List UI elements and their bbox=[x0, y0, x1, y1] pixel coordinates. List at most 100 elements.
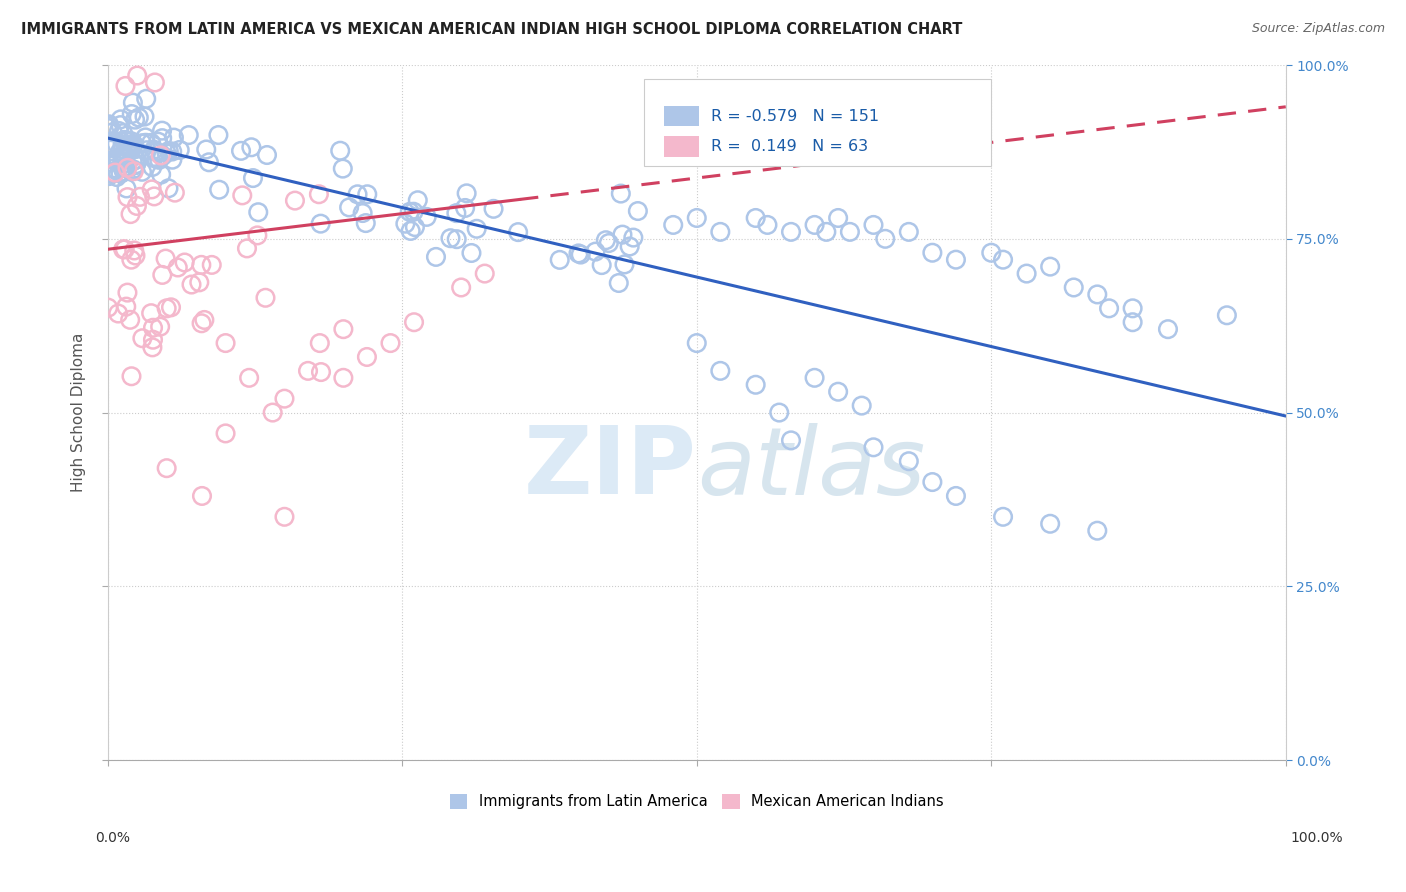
Point bbox=[100, 166, 122, 180]
Point bbox=[425, 250, 447, 264]
Text: R = -0.579   N = 151: R = -0.579 N = 151 bbox=[711, 109, 879, 123]
Point bbox=[1039, 516, 1062, 531]
Point bbox=[150, 268, 173, 282]
Point bbox=[195, 143, 218, 157]
Point bbox=[134, 110, 156, 124]
Point bbox=[875, 232, 897, 246]
Point bbox=[125, 153, 148, 167]
Point bbox=[450, 280, 472, 294]
Point bbox=[156, 301, 179, 316]
Point bbox=[254, 291, 277, 305]
Point bbox=[110, 118, 132, 132]
Point bbox=[439, 231, 461, 245]
Point bbox=[838, 225, 860, 239]
Point bbox=[112, 165, 135, 179]
Point bbox=[198, 155, 221, 169]
Point bbox=[98, 120, 121, 134]
Point bbox=[104, 165, 127, 179]
Point bbox=[190, 316, 212, 330]
Point bbox=[135, 136, 157, 150]
Point bbox=[744, 377, 766, 392]
Point bbox=[827, 211, 849, 225]
Point bbox=[627, 204, 650, 219]
Point bbox=[567, 246, 589, 260]
Point bbox=[120, 207, 142, 221]
Point bbox=[621, 230, 644, 244]
Point bbox=[107, 306, 129, 320]
Point bbox=[744, 211, 766, 225]
Point bbox=[117, 137, 139, 152]
Point bbox=[141, 182, 163, 196]
Point bbox=[508, 225, 530, 239]
Point bbox=[110, 112, 132, 127]
Point bbox=[897, 225, 920, 239]
Point bbox=[111, 161, 134, 175]
Text: 0.0%: 0.0% bbox=[96, 831, 131, 846]
Point bbox=[141, 340, 163, 354]
Point bbox=[108, 124, 131, 138]
Point bbox=[127, 69, 149, 83]
Point bbox=[991, 252, 1014, 267]
Point bbox=[125, 142, 148, 156]
Point bbox=[131, 165, 153, 179]
Point bbox=[101, 125, 124, 139]
Point bbox=[173, 255, 195, 269]
Point bbox=[247, 205, 270, 219]
Point bbox=[191, 489, 214, 503]
Point bbox=[207, 128, 229, 142]
Point bbox=[117, 285, 139, 300]
Point bbox=[980, 245, 1002, 260]
Point bbox=[112, 126, 135, 140]
Point bbox=[308, 336, 330, 351]
Point bbox=[160, 301, 183, 315]
Point bbox=[380, 336, 402, 351]
Point bbox=[128, 111, 150, 125]
Point bbox=[815, 225, 838, 239]
Point bbox=[246, 228, 269, 243]
Point bbox=[163, 186, 186, 200]
Point bbox=[308, 187, 330, 202]
Point bbox=[139, 136, 162, 150]
Point bbox=[105, 163, 128, 178]
Point bbox=[337, 200, 360, 214]
Point bbox=[598, 235, 620, 250]
FancyBboxPatch shape bbox=[644, 79, 991, 166]
Point bbox=[686, 211, 709, 225]
Point bbox=[1098, 301, 1121, 316]
Point bbox=[214, 336, 236, 351]
Point bbox=[591, 258, 613, 272]
Point bbox=[402, 204, 425, 219]
Point bbox=[110, 167, 132, 181]
Point bbox=[236, 241, 259, 255]
Point bbox=[585, 244, 607, 259]
Point bbox=[193, 313, 215, 327]
Point bbox=[149, 319, 172, 334]
Point bbox=[780, 225, 803, 239]
Point bbox=[155, 145, 177, 160]
Point bbox=[111, 143, 134, 157]
Point bbox=[121, 369, 143, 384]
Point bbox=[114, 152, 136, 166]
Point bbox=[101, 161, 124, 176]
Text: IMMIGRANTS FROM LATIN AMERICA VS MEXICAN AMERICAN INDIAN HIGH SCHOOL DIPLOMA COR: IMMIGRANTS FROM LATIN AMERICA VS MEXICAN… bbox=[21, 22, 963, 37]
Point bbox=[1015, 267, 1038, 281]
Point bbox=[125, 157, 148, 171]
Point bbox=[354, 216, 377, 230]
Point bbox=[273, 392, 295, 406]
Point bbox=[114, 78, 136, 93]
Point bbox=[862, 440, 884, 454]
Point bbox=[114, 161, 136, 175]
Point bbox=[157, 181, 180, 195]
Point bbox=[851, 399, 873, 413]
Point bbox=[110, 167, 132, 181]
Point bbox=[1085, 287, 1108, 301]
Point bbox=[142, 333, 165, 347]
Point bbox=[456, 186, 478, 201]
Point bbox=[97, 121, 120, 136]
Point bbox=[115, 181, 138, 195]
Point bbox=[117, 161, 139, 175]
Point bbox=[607, 276, 630, 290]
Point bbox=[231, 188, 253, 202]
Point bbox=[465, 221, 488, 235]
Point bbox=[143, 75, 166, 89]
